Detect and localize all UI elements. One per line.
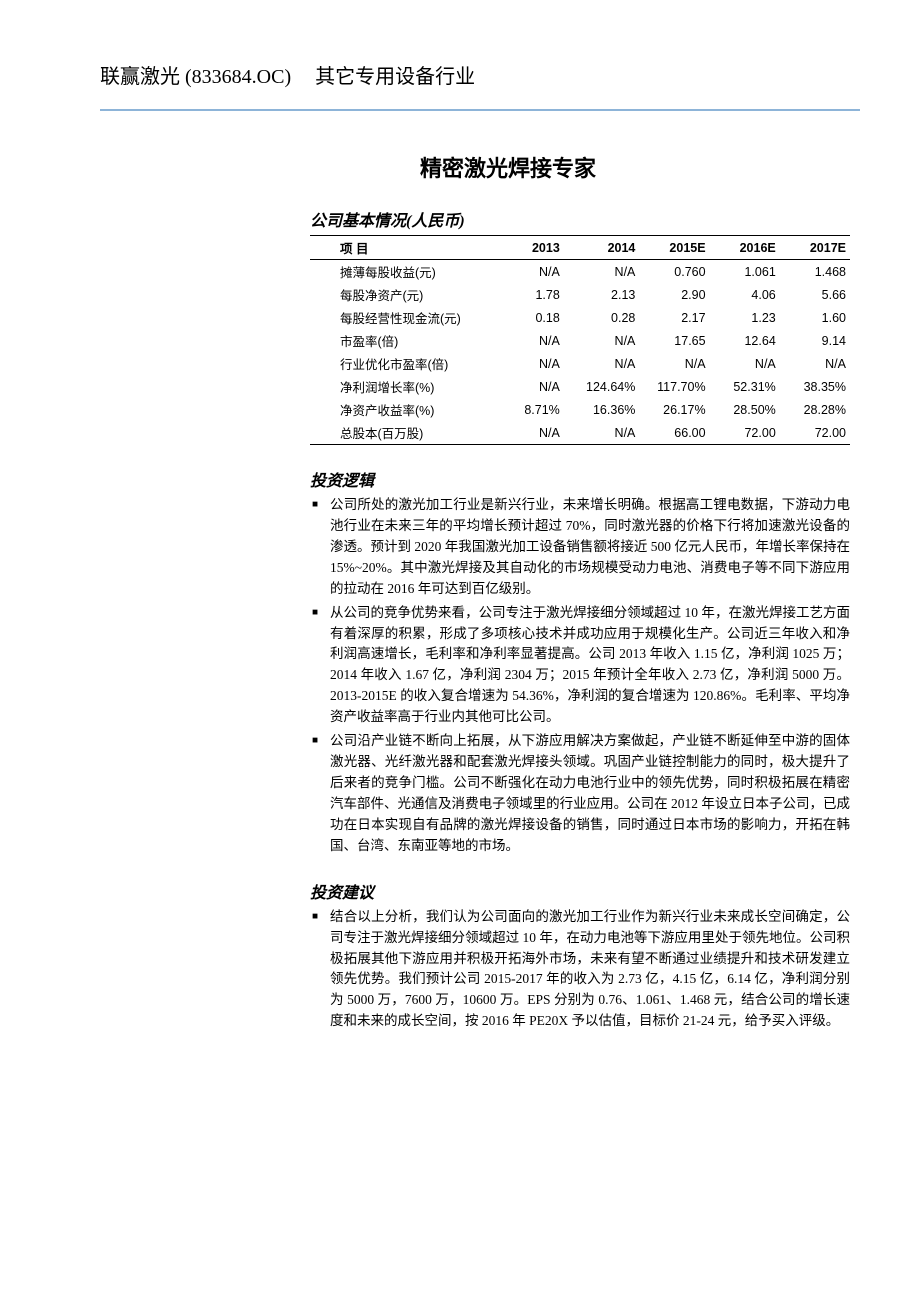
table-cell: N/A (494, 352, 564, 375)
table-cell: 净资产收益率(%) (310, 398, 494, 421)
table-cell: 0.18 (494, 306, 564, 329)
table-cell: 16.36% (564, 398, 640, 421)
table-cell: 2.90 (639, 283, 709, 306)
table-cell: 28.28% (780, 398, 850, 421)
list-item: 公司所处的激光加工行业是新兴行业，未来增长明确。根据高工锂电数据，下游动力电池行… (310, 495, 850, 600)
table-cell: 9.14 (780, 329, 850, 352)
table-cell: N/A (564, 260, 640, 284)
page-title: 精密激光焊接专家 (420, 151, 850, 183)
table-cell: 124.64% (564, 375, 640, 398)
table-cell: N/A (710, 352, 780, 375)
table-cell: 行业优化市盈率(倍) (310, 352, 494, 375)
table-cell: 12.64 (710, 329, 780, 352)
table-title: 公司基本情况(人民币) (310, 207, 850, 236)
table-cell: 2.17 (639, 306, 709, 329)
table-column-header: 2015E (639, 236, 709, 260)
table-cell: 1.60 (780, 306, 850, 329)
table-cell: 8.71% (494, 398, 564, 421)
table-cell: 2.13 (564, 283, 640, 306)
table-cell: 117.70% (639, 375, 709, 398)
table-cell: N/A (780, 352, 850, 375)
table-cell: 每股经营性现金流(元) (310, 306, 494, 329)
table-row: 每股净资产(元)1.782.132.904.065.66 (310, 283, 850, 306)
table-cell: 1.23 (710, 306, 780, 329)
table-cell: 0.28 (564, 306, 640, 329)
table-cell: 17.65 (639, 329, 709, 352)
table-cell: N/A (494, 329, 564, 352)
table-cell: N/A (639, 352, 709, 375)
table-column-header: 2016E (710, 236, 780, 260)
company-name-code: 联赢激光 (833684.OC) (100, 60, 291, 89)
table-cell: 总股本(百万股) (310, 421, 494, 445)
table-row: 每股经营性现金流(元)0.180.282.171.231.60 (310, 306, 850, 329)
table-cell: 1.061 (710, 260, 780, 284)
table-cell: N/A (564, 421, 640, 445)
main-content: 精密激光焊接专家 公司基本情况(人民币) 项 目201320142015E201… (310, 151, 850, 1032)
table-cell: 52.31% (710, 375, 780, 398)
table-row: 市盈率(倍)N/AN/A17.6512.649.14 (310, 329, 850, 352)
table-cell: 72.00 (710, 421, 780, 445)
table-cell: N/A (494, 375, 564, 398)
table-cell: N/A (494, 260, 564, 284)
table-cell: 4.06 (710, 283, 780, 306)
table-cell: N/A (564, 352, 640, 375)
table-cell: 72.00 (780, 421, 850, 445)
table-row: 净资产收益率(%)8.71%16.36%26.17%28.50%28.28% (310, 398, 850, 421)
industry-label: 其它专用设备行业 (315, 60, 475, 89)
logic-bullet-list: 公司所处的激光加工行业是新兴行业，未来增长明确。根据高工锂电数据，下游动力电池行… (310, 495, 850, 857)
list-item: 从公司的竞争优势来看，公司专注于激光焊接细分领域超过 10 年，在激光焊接工艺方… (310, 603, 850, 729)
table-cell: 1.78 (494, 283, 564, 306)
table-row: 净利润增长率(%)N/A124.64%117.70%52.31%38.35% (310, 375, 850, 398)
advice-bullet-list: 结合以上分析，我们认为公司面向的激光加工行业作为新兴行业未来成长空间确定，公司专… (310, 907, 850, 1033)
table-column-header: 项 目 (310, 236, 494, 260)
table-cell: 28.50% (710, 398, 780, 421)
financials-table: 项 目201320142015E2016E2017E 摊薄每股收益(元)N/AN… (310, 236, 850, 445)
table-row: 行业优化市盈率(倍)N/AN/AN/AN/AN/A (310, 352, 850, 375)
table-cell: 38.35% (780, 375, 850, 398)
table-cell: 摊薄每股收益(元) (310, 260, 494, 284)
table-cell: 0.760 (639, 260, 709, 284)
logic-section-title: 投资逻辑 (310, 467, 850, 491)
table-cell: 市盈率(倍) (310, 329, 494, 352)
table-cell: 净利润增长率(%) (310, 375, 494, 398)
table-column-header: 2017E (780, 236, 850, 260)
table-cell: 66.00 (639, 421, 709, 445)
list-item: 结合以上分析，我们认为公司面向的激光加工行业作为新兴行业未来成长空间确定，公司专… (310, 907, 850, 1033)
header-divider (100, 109, 860, 111)
table-cell: 26.17% (639, 398, 709, 421)
table-column-header: 2013 (494, 236, 564, 260)
table-body: 摊薄每股收益(元)N/AN/A0.7601.0611.468每股净资产(元)1.… (310, 260, 850, 445)
header-row: 联赢激光 (833684.OC) 其它专用设备行业 (100, 60, 860, 89)
table-cell: 1.468 (780, 260, 850, 284)
table-cell: 5.66 (780, 283, 850, 306)
table-row: 摊薄每股收益(元)N/AN/A0.7601.0611.468 (310, 260, 850, 284)
table-cell: 每股净资产(元) (310, 283, 494, 306)
advice-section-title: 投资建议 (310, 879, 850, 903)
table-cell: N/A (564, 329, 640, 352)
table-header-row: 项 目201320142015E2016E2017E (310, 236, 850, 260)
table-row: 总股本(百万股)N/AN/A66.0072.0072.00 (310, 421, 850, 445)
table-cell: N/A (494, 421, 564, 445)
list-item: 公司沿产业链不断向上拓展，从下游应用解决方案做起，产业链不断延伸至中游的固体激光… (310, 731, 850, 857)
table-column-header: 2014 (564, 236, 640, 260)
